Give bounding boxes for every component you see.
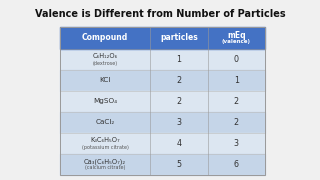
Text: 4: 4 [176, 139, 181, 148]
Text: 6: 6 [234, 160, 239, 169]
Bar [60, 70, 265, 91]
Bar [60, 112, 265, 133]
Text: CaCl₂: CaCl₂ [95, 120, 115, 125]
Text: 1: 1 [234, 76, 239, 85]
Text: 2: 2 [176, 76, 181, 85]
Text: Compound: Compound [82, 33, 128, 42]
Text: 1: 1 [176, 55, 181, 64]
Text: (valence): (valence) [222, 39, 251, 44]
Text: 2: 2 [234, 118, 239, 127]
Text: particles: particles [160, 33, 198, 42]
Bar [60, 133, 265, 154]
Bar [60, 91, 265, 112]
Bar [60, 27, 265, 175]
Text: 3: 3 [234, 139, 239, 148]
Text: 0: 0 [234, 55, 239, 64]
Bar [60, 49, 265, 70]
Text: 2: 2 [176, 97, 181, 106]
Text: (calcium citrate): (calcium citrate) [85, 165, 125, 170]
Bar [60, 27, 265, 49]
Text: K₃C₆H₅O₇: K₃C₆H₅O₇ [90, 138, 120, 143]
Text: (potassium citrate): (potassium citrate) [82, 145, 129, 150]
Text: MgSO₄: MgSO₄ [93, 98, 117, 105]
Text: Ca₃(C₆H₅O₇)₂: Ca₃(C₆H₅O₇)₂ [84, 158, 126, 165]
Text: KCl: KCl [100, 78, 111, 84]
Text: 5: 5 [176, 160, 181, 169]
Bar [60, 154, 265, 175]
Text: Valence is Different from Number of Particles: Valence is Different from Number of Part… [35, 9, 285, 19]
Text: 2: 2 [234, 97, 239, 106]
Text: (dextrose): (dextrose) [92, 60, 118, 66]
Text: mEq: mEq [227, 31, 246, 40]
Text: C₆H₁₂O₆: C₆H₁₂O₆ [92, 53, 118, 60]
Text: 3: 3 [176, 118, 181, 127]
